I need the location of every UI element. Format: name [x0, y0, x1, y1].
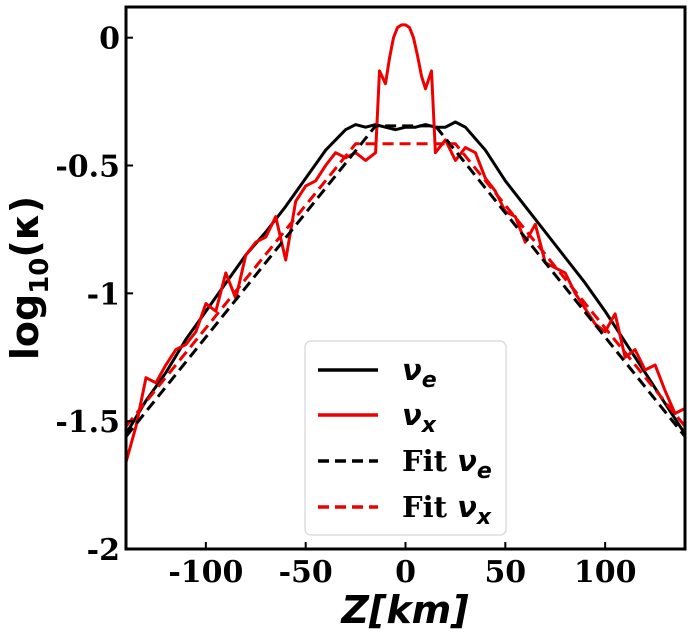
y-tick-label: -0.5 — [55, 150, 120, 185]
ticks-layer: -100 -50 0 50 100 0 -0.5 -1 -1.5 -2 — [55, 22, 636, 590]
y-axis-title-argument: (κ) — [3, 196, 47, 258]
legend: νe νx Fit νe Fit νx — [304, 340, 507, 536]
legend-label: Fit νx — [402, 490, 492, 530]
y-tick-label: -1 — [87, 277, 120, 312]
y-tick-label: 0 — [99, 22, 120, 57]
x-tick-label: 0 — [395, 555, 416, 590]
legend-label: νx — [402, 398, 437, 438]
x-tick-label: -100 — [168, 555, 243, 590]
legend-label: νe — [402, 353, 437, 393]
legend-box — [304, 340, 507, 536]
y-tick-label: -2 — [87, 533, 120, 568]
series-line-2 — [124, 124, 687, 438]
x-tick-label: -50 — [279, 555, 333, 590]
legend-label: Fit νe — [402, 444, 492, 484]
x-axis-title-variable: Z — [340, 588, 370, 632]
plot-frame — [124, 5, 687, 551]
series-line-1 — [124, 23, 686, 463]
x-tick-label: 50 — [484, 555, 526, 590]
x-axis-title-unit: [km] — [368, 588, 469, 632]
y-axis-title-main: log — [3, 294, 47, 360]
y-axis-title-subscript: 10 — [25, 258, 55, 294]
y-axis-title: log10(κ) — [3, 196, 55, 360]
y-tick-label: -1.5 — [55, 405, 120, 440]
x-tick-label: 100 — [574, 555, 637, 590]
series-line-3 — [124, 142, 687, 428]
x-axis-title: Z[km] — [340, 588, 469, 632]
series-layer — [124, 23, 687, 463]
